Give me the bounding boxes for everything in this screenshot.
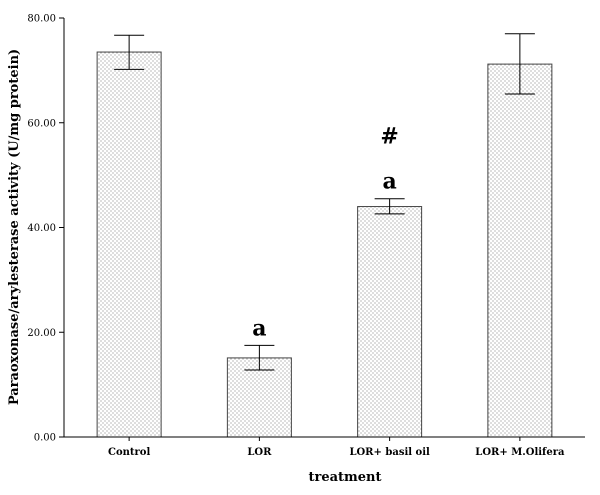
labels-layer: 0.00 20.00 40.00 60.00 80.00 Control LOR a LOR+ … bbox=[27, 14, 565, 459]
significance-label: # bbox=[380, 124, 398, 150]
bar bbox=[357, 206, 423, 438]
x-tick-label: LOR+ M.Olifera bbox=[475, 447, 565, 458]
y-tick-label: 60.00 bbox=[27, 118, 56, 129]
y-axis-title: Paraoxonase/arylesterase activity (U/mg … bbox=[7, 49, 22, 405]
axes-layer bbox=[59, 17, 585, 441]
x-tick-label: LOR bbox=[247, 447, 272, 458]
x-tick-label: LOR+ basil oil bbox=[349, 447, 430, 458]
bar bbox=[226, 357, 292, 438]
y-tick-label: 80.00 bbox=[27, 14, 56, 25]
y-tick-label: 40.00 bbox=[27, 223, 56, 234]
x-tick-label: Control bbox=[108, 447, 150, 458]
y-tick-label: 0.00 bbox=[34, 433, 56, 444]
significance-label: a bbox=[252, 315, 266, 341]
x-axis-title: treatment bbox=[308, 470, 381, 485]
significance-label: a bbox=[382, 169, 396, 195]
y-tick-label: 20.00 bbox=[27, 328, 56, 339]
bar bbox=[96, 51, 162, 438]
bars-layer bbox=[96, 33, 553, 438]
bar bbox=[487, 63, 553, 438]
